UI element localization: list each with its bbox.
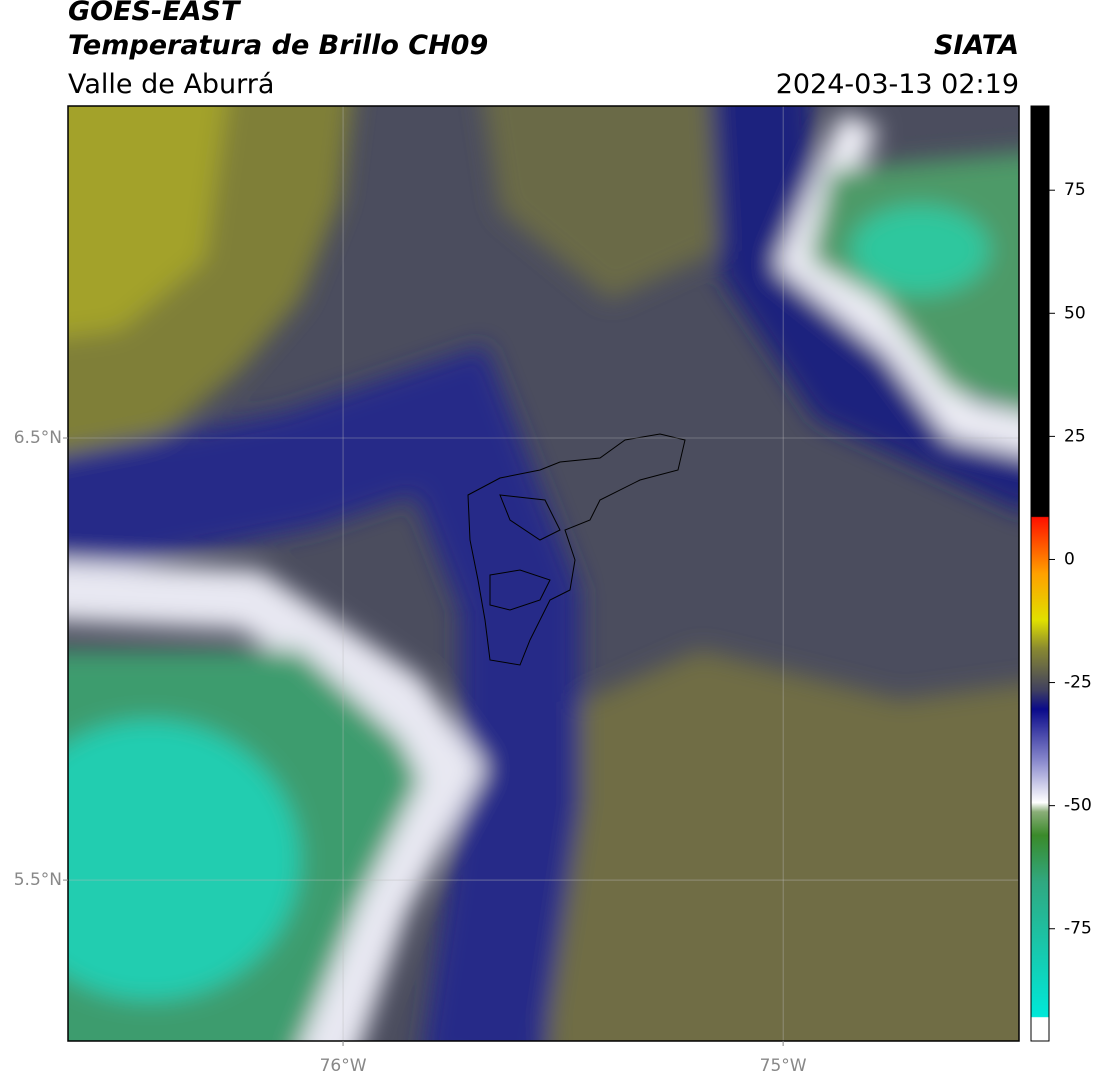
colorbar-tick-label: -50 (1064, 796, 1092, 816)
colorbar (1030, 105, 1050, 1042)
datetime: 2024-03-13 02:19 (776, 69, 1019, 100)
colorbar-tick-label: 50 (1064, 303, 1086, 323)
title-line1: GOES-EAST (68, 0, 242, 27)
colorbar-tick-label: 25 (1064, 426, 1086, 446)
title-line2: Temperatura de Brillo CH09 (68, 30, 488, 61)
colorbar-tick-label: -75 (1064, 919, 1092, 939)
lon-tick-label: 76°W (320, 1056, 367, 1076)
colorbar-tick-label: 0 (1064, 549, 1075, 569)
subtitle: Valle de Aburrá (68, 69, 274, 100)
lat-tick-label: 6.5°N (14, 428, 62, 448)
map-frame (67, 105, 1020, 1042)
colorbar-tick-label: -25 (1064, 673, 1092, 693)
lon-tick-label: 75°W (760, 1056, 807, 1076)
satellite-image (68, 106, 1019, 1041)
source: SIATA (934, 30, 1019, 61)
colorbar-tick-label: 75 (1064, 180, 1086, 200)
lat-tick-label: 5.5°N (14, 870, 62, 890)
